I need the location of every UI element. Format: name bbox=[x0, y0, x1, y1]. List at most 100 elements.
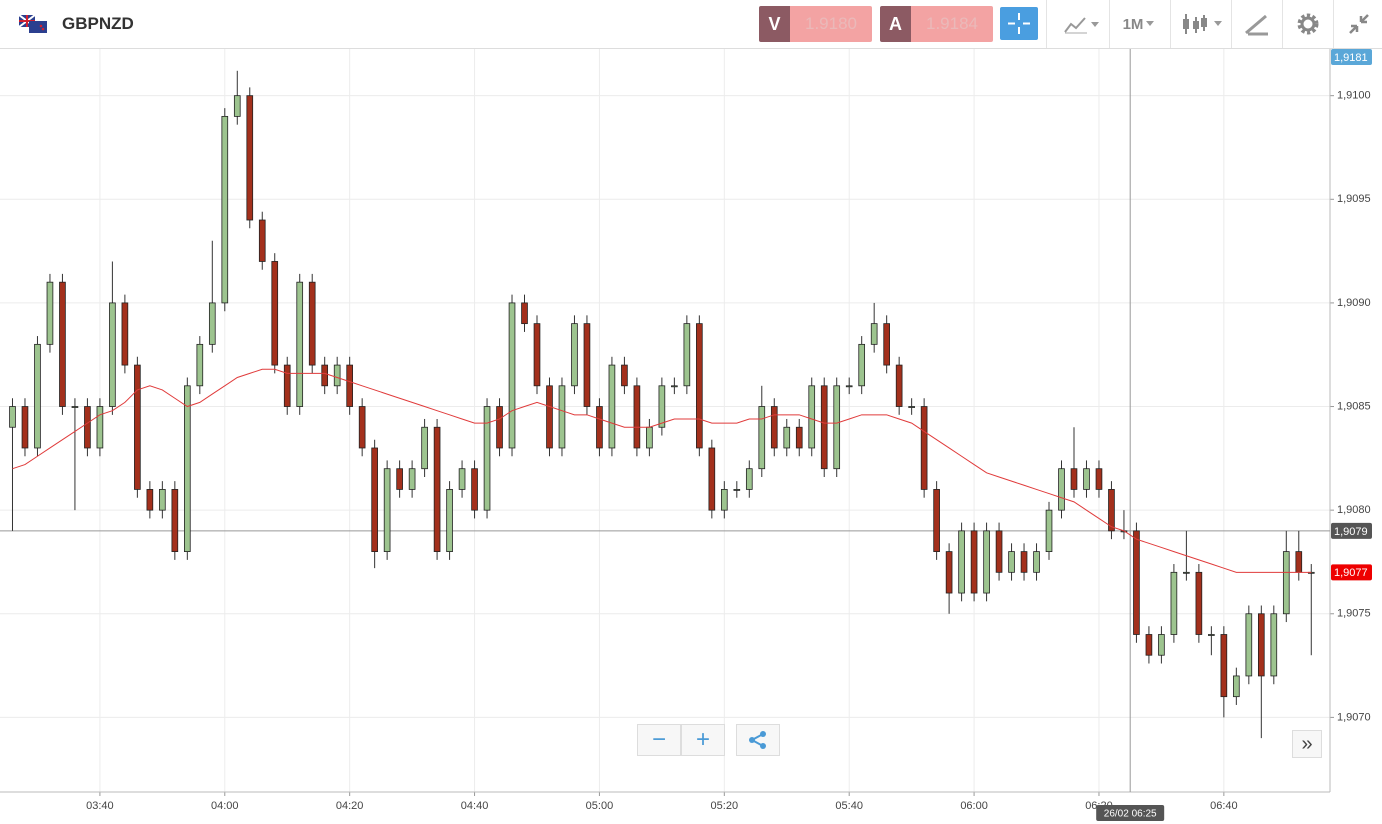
candle-body bbox=[646, 426, 653, 449]
buy-button[interactable]: A 1.9184 bbox=[880, 6, 993, 42]
top-marker-label: 1,9181 bbox=[1334, 52, 1368, 64]
candle-body bbox=[983, 530, 990, 594]
price-marker-label: 1,9077 bbox=[1334, 567, 1368, 579]
candle-body bbox=[808, 385, 816, 449]
candle-body bbox=[720, 489, 728, 511]
x-tick-label: 06:40 bbox=[1210, 800, 1238, 812]
candle-body bbox=[596, 406, 603, 449]
toolbar: GBPNZD V 1.9180 A 1.9184 1M bbox=[0, 0, 1382, 49]
candle-body bbox=[1070, 468, 1078, 490]
candle-body bbox=[171, 489, 179, 552]
candle-body bbox=[109, 302, 116, 407]
candle-body bbox=[333, 364, 341, 387]
candle-body bbox=[159, 489, 166, 511]
candle-body bbox=[1033, 551, 1040, 573]
candle-body bbox=[46, 281, 54, 345]
candle-body bbox=[1282, 551, 1290, 615]
scroll-right-button[interactable]: » bbox=[1292, 730, 1322, 758]
top-marker bbox=[1331, 49, 1372, 65]
timeframe-button[interactable]: 1M bbox=[1109, 0, 1170, 48]
candle-body bbox=[1008, 551, 1015, 573]
candle-body bbox=[558, 385, 566, 449]
candle-body bbox=[321, 364, 329, 387]
candle-body bbox=[134, 364, 141, 490]
candle-body bbox=[521, 302, 528, 325]
candle-body bbox=[271, 261, 279, 366]
chart-type-button[interactable] bbox=[1046, 0, 1109, 48]
y-tick-label: 1,9070 bbox=[1337, 711, 1371, 723]
candle-body bbox=[970, 530, 978, 594]
y-tick-label: 1,9085 bbox=[1337, 400, 1371, 412]
collapse-button[interactable] bbox=[1333, 0, 1382, 48]
candle-body bbox=[783, 426, 791, 449]
candle-body bbox=[383, 468, 391, 552]
crosshair-icon bbox=[1008, 13, 1030, 34]
candle-body bbox=[221, 115, 229, 304]
candle-body bbox=[958, 530, 965, 594]
candle-body bbox=[396, 468, 403, 490]
candle-body bbox=[96, 406, 104, 449]
candle-body bbox=[745, 468, 753, 490]
candle-body bbox=[233, 95, 241, 117]
candle-body bbox=[34, 343, 41, 449]
zoom-out-button[interactable]: − bbox=[637, 724, 681, 756]
candle-body bbox=[633, 385, 641, 449]
dropdown-arrow bbox=[1146, 21, 1155, 26]
buy-label: A bbox=[880, 6, 911, 42]
candle-body bbox=[795, 426, 803, 449]
crosshair-button[interactable] bbox=[1000, 7, 1038, 40]
timeframe: 1M bbox=[1122, 15, 1144, 33]
candle-body bbox=[1233, 675, 1240, 698]
candle-button[interactable] bbox=[1170, 0, 1231, 48]
x-tick-label: 03:40 bbox=[86, 800, 114, 812]
candle-body bbox=[408, 468, 416, 490]
candle-body bbox=[1108, 489, 1115, 532]
candle-body bbox=[733, 489, 741, 491]
candle-body bbox=[1245, 613, 1253, 677]
candle-body bbox=[121, 302, 129, 366]
draw-button[interactable] bbox=[1231, 0, 1282, 48]
candle-body bbox=[471, 468, 478, 511]
candle-body bbox=[1270, 613, 1278, 677]
y-tick-label: 1,9075 bbox=[1337, 608, 1371, 620]
candle-body bbox=[258, 219, 266, 262]
candle-body bbox=[483, 406, 491, 511]
price-marker-label: 1,9079 bbox=[1334, 526, 1368, 538]
candle-body bbox=[583, 323, 591, 407]
settings-button[interactable] bbox=[1282, 0, 1333, 48]
moving-average-line bbox=[12, 368, 1312, 573]
x-tick-label: 05:40 bbox=[835, 800, 863, 812]
sell-button[interactable]: V 1.9180 bbox=[759, 6, 872, 42]
candle-body bbox=[9, 406, 16, 428]
candle-body bbox=[758, 406, 766, 470]
candle-body bbox=[571, 323, 578, 387]
candle-body bbox=[421, 426, 428, 470]
zoom-in-button[interactable]: + bbox=[681, 724, 725, 756]
candle-icon bbox=[1183, 14, 1222, 34]
candle-body bbox=[1045, 509, 1053, 552]
candle-body bbox=[208, 302, 216, 345]
sell-price: 1.9180 bbox=[790, 6, 872, 42]
candle-body bbox=[608, 364, 616, 449]
candle-body bbox=[296, 281, 304, 407]
candle-body bbox=[1145, 634, 1153, 656]
candle-body bbox=[184, 385, 191, 552]
candle-body bbox=[446, 489, 453, 552]
symbol: GBPNZD bbox=[62, 14, 134, 33]
share-button[interactable] bbox=[736, 724, 780, 756]
x-tick-label: 05:20 bbox=[711, 800, 739, 812]
candle-body bbox=[1208, 634, 1215, 636]
sell-label: V bbox=[759, 6, 790, 42]
price-marker bbox=[1331, 522, 1372, 539]
x-tick-label: 06:00 bbox=[960, 800, 988, 812]
candle-body bbox=[59, 281, 66, 407]
candle-body bbox=[84, 406, 91, 449]
candle-body bbox=[246, 95, 254, 221]
candle-body bbox=[433, 426, 441, 552]
candle-body bbox=[820, 385, 828, 470]
x-tick-label: 04:40 bbox=[461, 800, 489, 812]
candle-body bbox=[683, 323, 691, 387]
price-marker bbox=[1331, 564, 1372, 581]
candle-body bbox=[1195, 571, 1203, 635]
x-tick-label: 04:20 bbox=[336, 800, 364, 812]
